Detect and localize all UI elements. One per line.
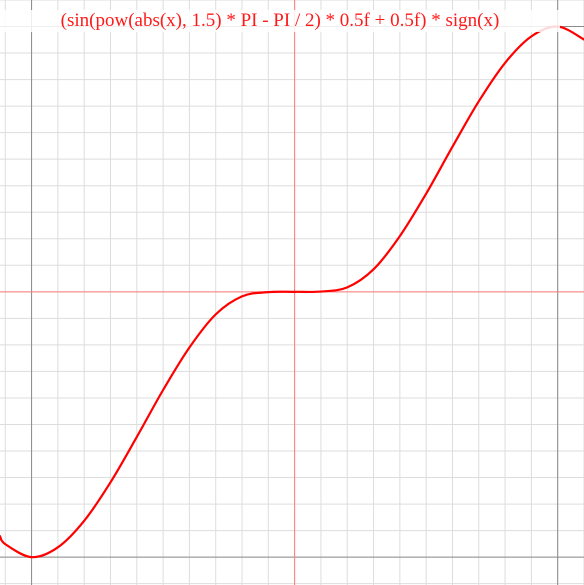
function-curve — [0, 25, 584, 559]
series-layer — [0, 25, 584, 559]
